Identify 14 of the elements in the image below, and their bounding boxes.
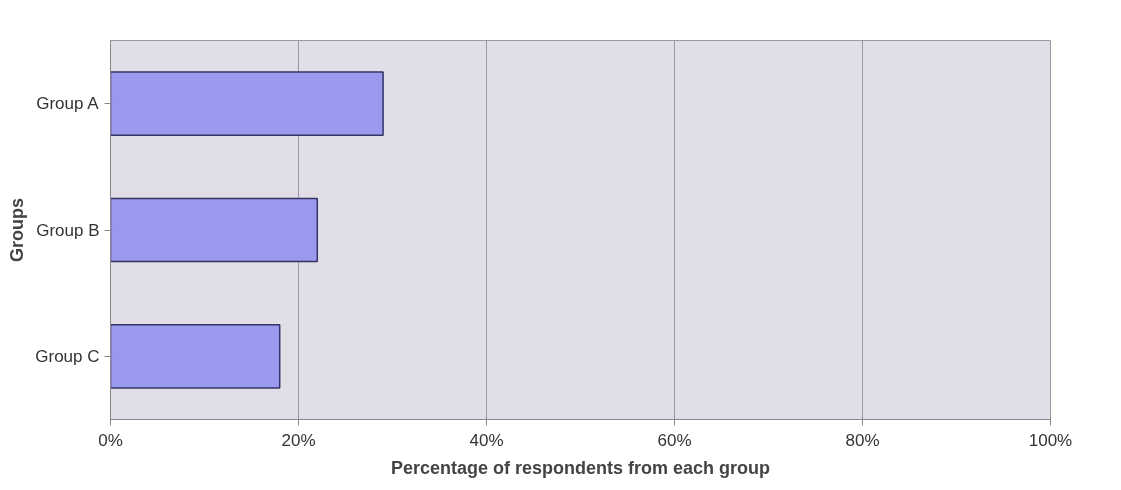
x-tick-label: 60% [657,430,692,450]
x-tick-label: 20% [281,430,316,450]
x-tick-label: 40% [469,430,504,450]
bar [110,71,384,136]
y-axis-title: Groups [7,197,28,262]
x-tick-label: 80% [845,430,880,450]
y-tick-label: Group B [36,220,100,240]
x-tick-label: 100% [1028,430,1073,450]
bar [110,324,281,389]
y-tick-label: Group A [36,94,100,114]
y-tick-label: Group C [35,346,100,366]
bar [110,197,319,263]
x-tick-label: 0% [98,430,123,450]
x-axis-title: Percentage of respondents from each group [390,457,771,478]
